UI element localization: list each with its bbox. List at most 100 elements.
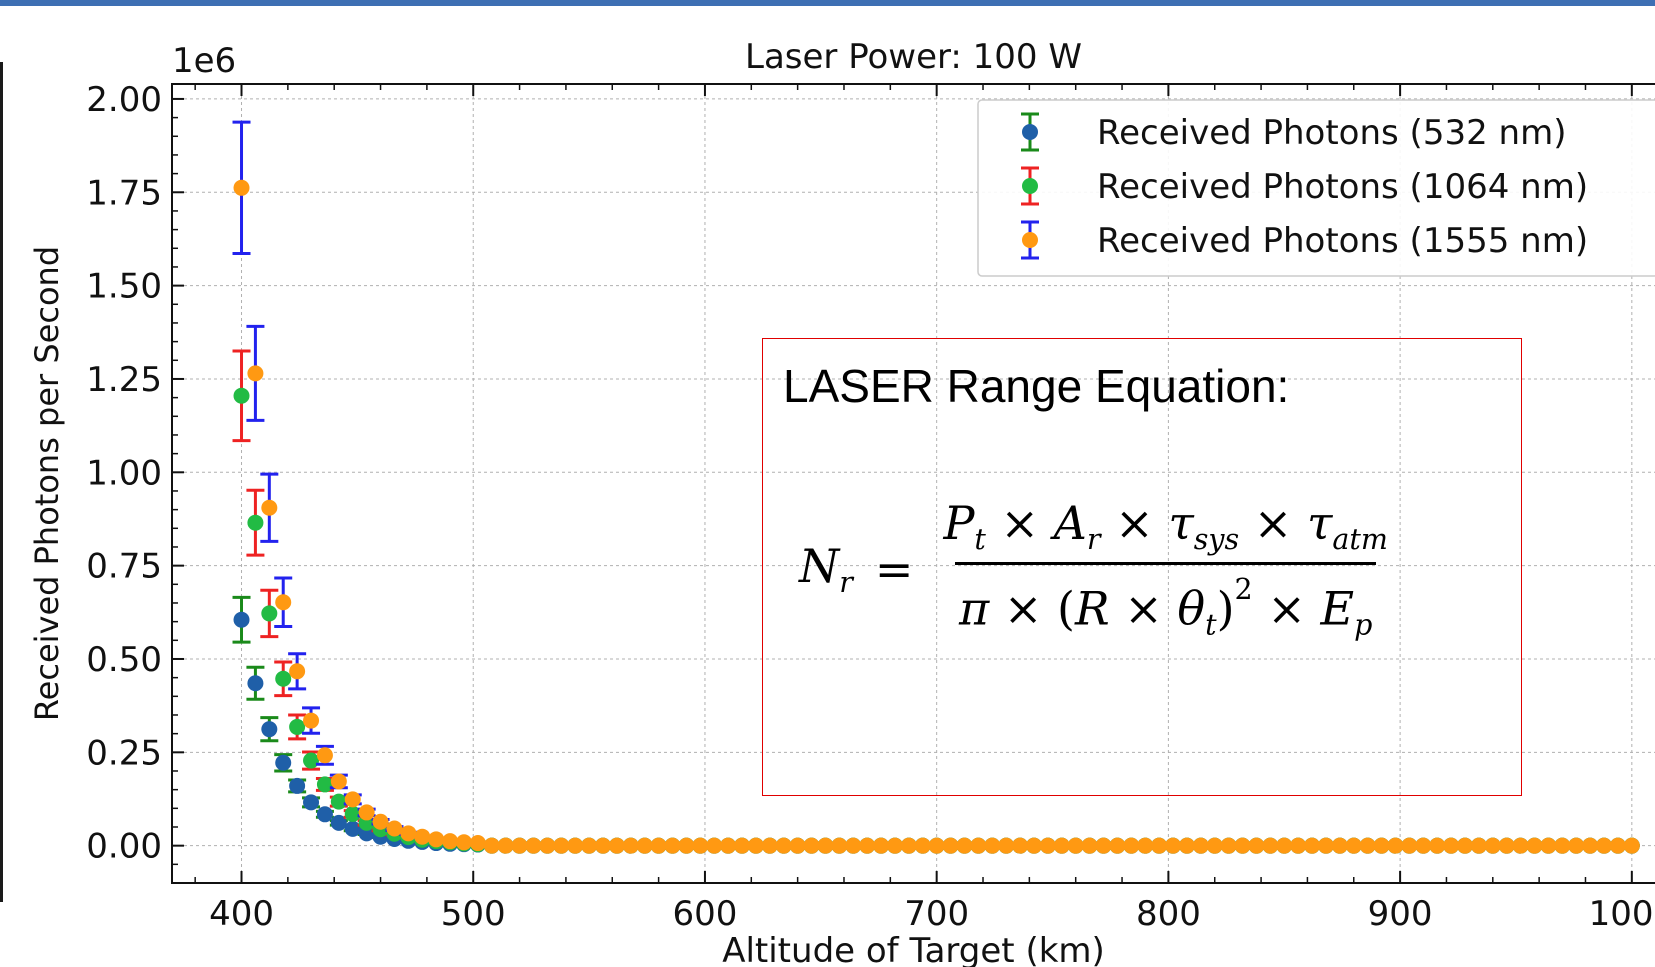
y-tick-label: 1.75 (86, 173, 162, 213)
data-point (1137, 837, 1154, 854)
data-point (734, 837, 751, 854)
legend-label: Received Photons (532 nm) (1097, 113, 1566, 153)
data-point (1596, 837, 1613, 854)
data-point (1304, 837, 1321, 854)
y-tick-label: 1.50 (86, 267, 162, 307)
series-group (232, 120, 1640, 854)
data-point (636, 837, 653, 854)
data-point (1081, 837, 1098, 854)
y-tick-label: 0.25 (86, 733, 162, 773)
data-point (747, 837, 764, 854)
y-tick-label: 1.25 (86, 360, 162, 400)
data-point (275, 754, 292, 771)
y-tick-label: 2.00 (86, 80, 162, 120)
data-point (247, 365, 264, 382)
data-point (594, 837, 611, 854)
x-axis-label: Altitude of Target (km) (722, 931, 1105, 967)
data-point (956, 837, 973, 854)
legend-marker (1022, 178, 1038, 194)
x-tick-label: 600 (673, 894, 738, 934)
data-point (831, 837, 848, 854)
data-point (344, 820, 361, 837)
data-point (261, 721, 278, 738)
legend-label: Received Photons (1555 nm) (1097, 221, 1588, 261)
data-point (692, 837, 709, 854)
data-point (1206, 837, 1223, 854)
data-point (289, 777, 306, 794)
data-point (525, 837, 542, 854)
data-point (316, 776, 333, 793)
data-point (608, 837, 625, 854)
data-point (386, 820, 403, 837)
data-point (289, 663, 306, 680)
data-point (511, 837, 528, 854)
data-point (581, 837, 598, 854)
data-point (845, 837, 862, 854)
data-point (789, 837, 806, 854)
data-marks (232, 120, 1640, 854)
legend: Received Photons (532 nm) Received Photon… (977, 99, 1655, 277)
data-point (1123, 837, 1140, 854)
data-point (720, 837, 737, 854)
x-tick-label: 400 (209, 894, 274, 934)
data-point (275, 670, 292, 687)
data-point (442, 833, 459, 850)
y-offset-label: 1e6 (172, 41, 236, 81)
data-point (650, 837, 667, 854)
legend-box (977, 99, 1655, 277)
data-point (1582, 837, 1599, 854)
data-point (233, 611, 250, 628)
data-point (678, 837, 695, 854)
data-point (455, 834, 472, 851)
data-point (1623, 837, 1640, 854)
data-point (1192, 837, 1209, 854)
data-point (1053, 837, 1070, 854)
data-point (1609, 837, 1626, 854)
data-point (414, 828, 431, 845)
y-tick-label: 0.75 (86, 547, 162, 587)
data-point (914, 837, 931, 854)
data-point (539, 837, 556, 854)
data-point (303, 752, 320, 769)
y-tick-label: 1.00 (86, 453, 162, 493)
equation-formula: Nr = Pt × Ar × τsys × τatm π × (R × θt)2… (799, 489, 1392, 649)
data-point (1568, 837, 1585, 854)
data-point (1262, 837, 1279, 854)
data-point (497, 837, 514, 854)
data-point (1025, 837, 1042, 854)
data-point (859, 837, 876, 854)
data-point (330, 814, 347, 831)
data-point (1012, 837, 1029, 854)
data-point (261, 605, 278, 622)
data-point (1401, 837, 1418, 854)
data-point (1526, 837, 1543, 854)
data-point (886, 837, 903, 854)
left-edge-strip (0, 62, 3, 902)
data-point (1276, 837, 1293, 854)
data-point (1443, 837, 1460, 854)
data-point (1470, 837, 1487, 854)
x-tick-label: 900 (1368, 894, 1433, 934)
legend-label: Received Photons (1064 nm) (1097, 167, 1588, 207)
data-point (553, 837, 570, 854)
data-point (289, 718, 306, 735)
data-point (1429, 837, 1446, 854)
data-point (330, 793, 347, 810)
data-point (1317, 837, 1334, 854)
data-point (1151, 837, 1168, 854)
fraction: Pt × Ar × τsys × τatm π × (R × θt)2 × Ep (939, 496, 1391, 642)
data-point (900, 837, 917, 854)
data-point (247, 514, 264, 531)
data-point (358, 804, 375, 821)
data-point (622, 837, 639, 854)
legend-marker (1022, 124, 1038, 140)
data-point (344, 805, 361, 822)
data-point (330, 773, 347, 790)
denominator: π × (R × θt)2 × Ep (955, 562, 1377, 642)
data-point (970, 837, 987, 854)
data-point (233, 179, 250, 196)
data-point (275, 594, 292, 611)
